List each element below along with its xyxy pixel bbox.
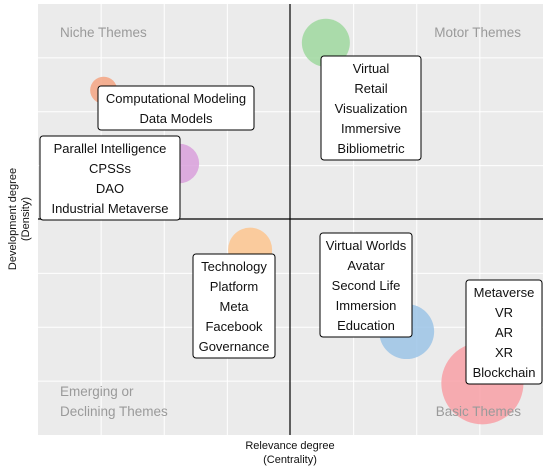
cluster-term: Retail (354, 81, 387, 96)
cluster-term: Virtual (353, 61, 390, 76)
cluster-term: Data Models (140, 111, 213, 126)
cluster-label-frame (192, 253, 276, 359)
cluster-label-box-4: Virtual Worlds Avatar Second Life Immersion… (319, 232, 413, 338)
cluster-term: Education (337, 318, 395, 333)
cluster-term: DAO (96, 181, 124, 196)
cluster-label-box-5: Metaverse VR AR XR Blockchain (465, 279, 543, 385)
cluster-bubble-2 (301, 18, 350, 67)
quadrant-label-niche: Niche Themes (60, 25, 147, 40)
y-axis-title: Development degree (7, 168, 19, 270)
cluster-term: Immersion (336, 298, 397, 313)
cluster-label-box-1: Parallel Intelligence CPSSs DAO Industrial … (39, 135, 181, 221)
cluster-term: Immersive (341, 121, 401, 136)
cluster-term: Meta (220, 299, 250, 314)
cluster-term: Platform (210, 279, 258, 294)
cluster-label-frame (97, 85, 255, 131)
cluster-term: Computational Modeling (106, 91, 246, 106)
x-axis-title: Relevance degree (245, 440, 334, 452)
cluster-label-box-2: Virtual Retail Visualization Immersive Bibli… (320, 55, 422, 161)
x-axis-subtitle: (Centrality) (263, 454, 317, 466)
cluster-label-box-0: Computational Modeling Data Models (97, 85, 255, 131)
cluster-label-frame (39, 135, 181, 221)
cluster-term: AR (495, 325, 513, 340)
y-axis-subtitle: (Density) (20, 197, 32, 241)
cluster-label-frame (319, 232, 413, 338)
cluster-term: Virtual Worlds (326, 238, 407, 253)
cluster-term: Metaverse (474, 285, 535, 300)
cluster-term: Industrial Metaverse (51, 201, 168, 216)
cluster-term: Technology (201, 259, 267, 274)
cluster-term: Facebook (205, 319, 263, 334)
cluster-term: Blockchain (473, 365, 536, 380)
cluster-term: Governance (199, 339, 270, 354)
cluster-term: Avatar (347, 258, 385, 273)
cluster-label-frame (320, 55, 422, 161)
cluster-term: Bibliometric (337, 141, 405, 156)
quadrant-label-basic: Basic Themes (436, 404, 522, 419)
cluster-term: Second Life (332, 278, 401, 293)
cluster-term: CPSSs (89, 161, 131, 176)
quadrant-label-emerging-line2: Declining Themes (60, 404, 168, 419)
quadrant-label-emerging-line1: Emerging or (60, 384, 134, 399)
cluster-term: Parallel Intelligence (54, 141, 167, 156)
quadrant-label-motor: Motor Themes (434, 25, 521, 40)
cluster-label-box-3: Technology Platform Meta Facebook Governance (192, 253, 276, 359)
cluster-label-layer: Computational Modeling Data Models Paralle… (39, 55, 543, 385)
cluster-term: XR (495, 345, 513, 360)
cluster-term: Visualization (335, 101, 408, 116)
cluster-term: VR (495, 305, 513, 320)
cluster-label-frame (465, 279, 543, 385)
